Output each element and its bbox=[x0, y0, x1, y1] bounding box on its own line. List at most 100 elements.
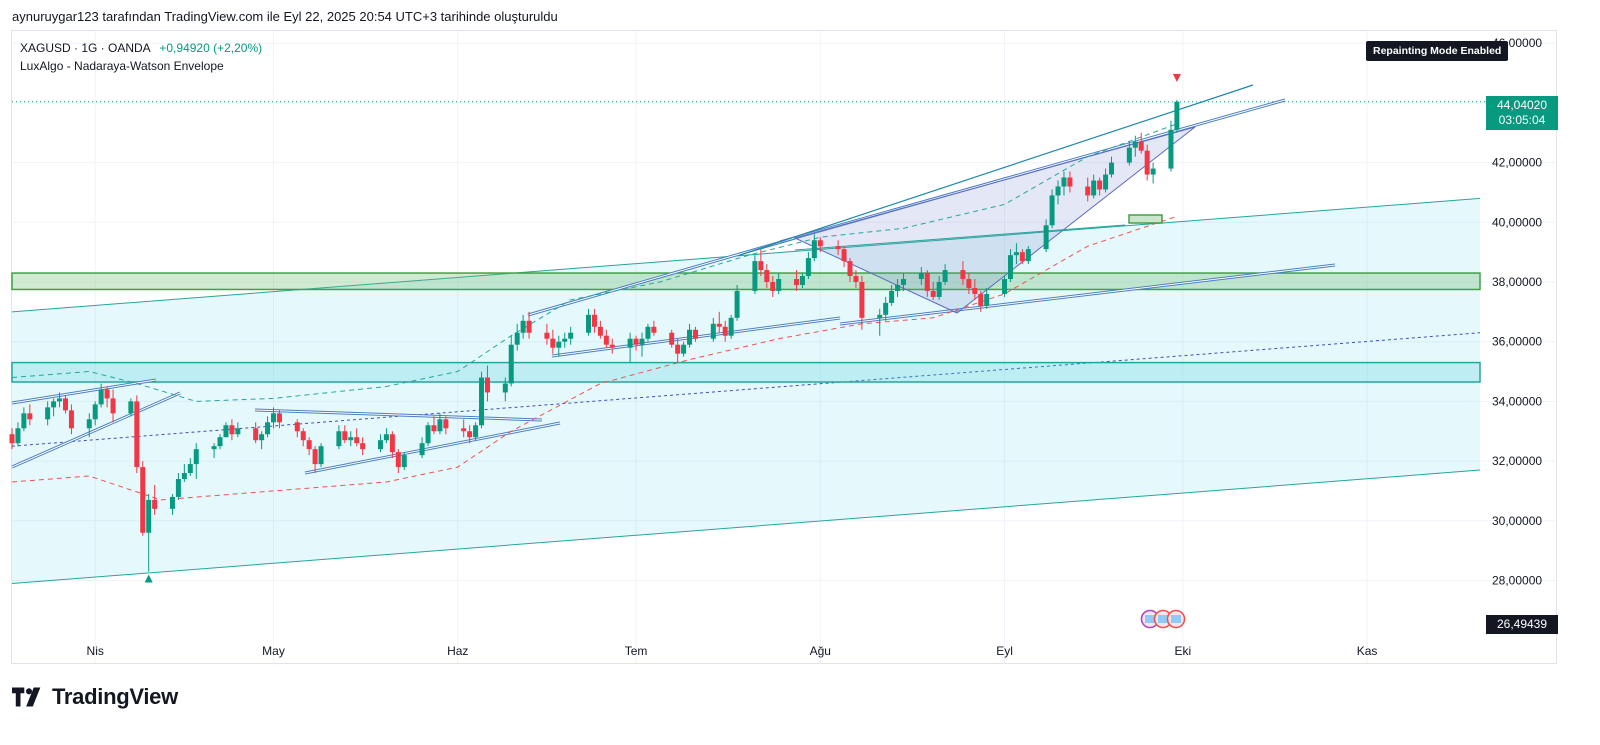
candle bbox=[187, 458, 193, 477]
candle bbox=[401, 452, 407, 471]
candle bbox=[645, 323, 651, 342]
candle bbox=[318, 443, 324, 468]
candle bbox=[817, 237, 823, 253]
candle bbox=[936, 276, 942, 300]
candle bbox=[716, 311, 722, 333]
candle-body bbox=[336, 431, 342, 447]
candle-body bbox=[556, 341, 562, 348]
channel-fill bbox=[12, 198, 1480, 584]
candle bbox=[134, 395, 140, 474]
nadaraya-watson-envelope bbox=[11, 123, 1178, 501]
pattern-mid-line bbox=[794, 224, 1126, 251]
zone-teal bbox=[11, 361, 1481, 383]
candle-body bbox=[1168, 129, 1174, 169]
candle bbox=[1138, 132, 1144, 154]
y-tick-label: 30,00000 bbox=[1492, 514, 1542, 528]
candle-body bbox=[847, 261, 853, 277]
candle-body bbox=[972, 287, 978, 294]
candle bbox=[140, 461, 146, 536]
indicator-name[interactable]: LuxAlgo - Nadaraya-Watson Envelope bbox=[20, 59, 224, 73]
x-tick-label: Nis bbox=[87, 644, 104, 658]
candle-body bbox=[609, 344, 615, 348]
candle-body bbox=[895, 284, 901, 291]
candle bbox=[710, 317, 716, 342]
candle bbox=[128, 398, 134, 417]
candle bbox=[609, 338, 615, 354]
candle-body bbox=[211, 446, 217, 450]
candle bbox=[514, 323, 520, 351]
candle bbox=[45, 401, 51, 426]
drawn-patterns bbox=[11, 84, 1336, 475]
candle-body bbox=[181, 473, 187, 480]
candle-body bbox=[591, 314, 597, 327]
candle-body bbox=[502, 383, 508, 393]
symbol-line[interactable]: XAGUSD · 1G · OANDA bbox=[20, 41, 151, 55]
candle-body bbox=[1043, 225, 1049, 250]
candle bbox=[27, 404, 33, 426]
candle-body bbox=[889, 290, 895, 303]
pattern-upper-trend bbox=[739, 84, 1254, 256]
pattern-wedge-1-top-inner bbox=[11, 379, 157, 404]
candle bbox=[918, 267, 924, 285]
candle bbox=[722, 320, 728, 342]
candle bbox=[900, 273, 906, 291]
candle bbox=[1132, 135, 1138, 157]
candle-body bbox=[312, 449, 318, 465]
candle-body bbox=[805, 258, 811, 277]
price-chart[interactable]: 46,0000044,0000042,0000040,0000038,00000… bbox=[0, 0, 1600, 670]
candle bbox=[1097, 177, 1103, 196]
grid-layer bbox=[12, 31, 1556, 663]
candle bbox=[841, 246, 847, 268]
candle bbox=[972, 279, 978, 300]
candle-body bbox=[187, 464, 193, 474]
candle-body bbox=[217, 437, 223, 447]
candle-body bbox=[104, 389, 110, 399]
candle bbox=[1067, 171, 1073, 193]
tradingview-logo[interactable]: TradingView bbox=[12, 684, 178, 710]
candle-body bbox=[722, 326, 728, 336]
candle-body bbox=[1091, 180, 1097, 196]
candle bbox=[360, 437, 366, 456]
candle-body bbox=[776, 279, 782, 291]
candle-body bbox=[692, 329, 698, 339]
candle bbox=[633, 335, 639, 351]
candle-body bbox=[1109, 162, 1115, 175]
candle-body bbox=[110, 398, 116, 414]
low-price-label: 26,49439 bbox=[1486, 615, 1558, 634]
candle bbox=[146, 493, 152, 572]
candle-body bbox=[900, 279, 906, 285]
candle-body bbox=[443, 419, 449, 429]
candle-body bbox=[235, 428, 241, 435]
candle bbox=[21, 407, 27, 432]
candle bbox=[1150, 162, 1156, 184]
candle bbox=[556, 335, 562, 357]
x-tick-label: Haz bbox=[447, 644, 468, 658]
candle-body bbox=[62, 398, 68, 411]
candle bbox=[1061, 171, 1067, 196]
candle bbox=[467, 425, 473, 444]
candle bbox=[1174, 99, 1180, 133]
candle bbox=[966, 273, 972, 294]
candle bbox=[51, 398, 57, 417]
candle-body bbox=[936, 282, 942, 297]
candle-body bbox=[930, 290, 936, 297]
candle-body bbox=[597, 326, 603, 336]
candle bbox=[431, 416, 437, 435]
candle bbox=[383, 428, 389, 444]
candle-body bbox=[1049, 195, 1055, 226]
candle-body bbox=[128, 401, 134, 414]
candle-body bbox=[853, 276, 859, 282]
candle-body bbox=[306, 440, 312, 450]
candle-body bbox=[978, 293, 984, 306]
candle bbox=[859, 276, 865, 330]
y-tick-label: 34,00000 bbox=[1492, 394, 1542, 408]
candle-body bbox=[877, 314, 883, 318]
candle-body bbox=[734, 290, 740, 318]
candle-body bbox=[431, 425, 437, 432]
candle-body bbox=[1174, 101, 1180, 130]
x-tick-label: Eki bbox=[1174, 644, 1191, 658]
tradingview-logo-icon bbox=[12, 687, 41, 707]
candle-body bbox=[966, 279, 972, 288]
candle bbox=[877, 308, 883, 336]
candle-body bbox=[473, 425, 479, 438]
